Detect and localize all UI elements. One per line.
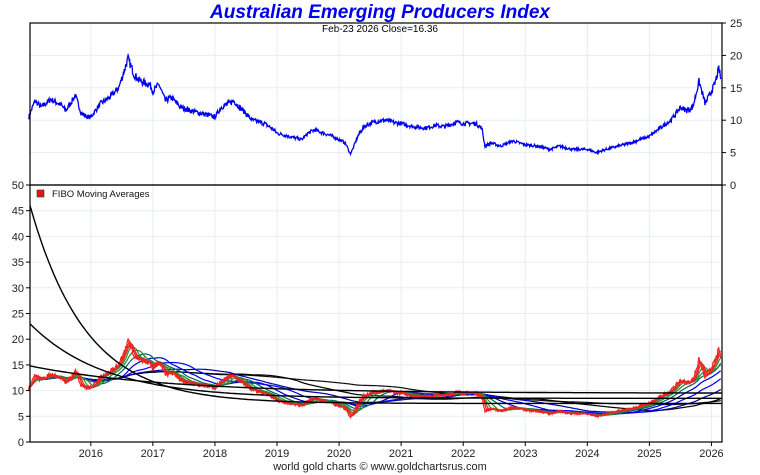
x-ticks: 2016 2017 2018 2019 2020 2021 2022 2023 2024 2025… (79, 442, 724, 460)
x-tick-label: 2024 (575, 448, 599, 460)
index-price-line (28, 52, 722, 157)
y-tick-label: 25 (12, 309, 24, 321)
moving-average-144w (28, 371, 721, 412)
legend-swatch (36, 189, 45, 198)
y-tick-label: 40 (12, 231, 24, 243)
y-tick-label: 50 (12, 180, 24, 192)
x-tick-label: 2017 (141, 448, 165, 460)
top-y-ticks: 0 5 10 15 20 25 (722, 18, 742, 192)
price-line-bottom (28, 337, 722, 419)
bottom-y-ticks: 0 5 10 15 20 25 30 35 40 45 50 (12, 180, 30, 449)
top-panel-frame (29, 22, 723, 186)
y-tick-label: 20 (730, 50, 742, 62)
top-series (28, 52, 722, 157)
x-tick-label: 2019 (265, 448, 289, 460)
bottom-series (28, 205, 722, 419)
y-tick-label: 25 (730, 18, 742, 30)
moving-average-21w (28, 353, 722, 416)
y-tick-label: 15 (12, 360, 24, 372)
y-tick-label: 5 (730, 148, 736, 160)
y-tick-label: 10 (730, 115, 742, 127)
x-tick-label: 2022 (451, 448, 475, 460)
long-moving-average (29, 205, 722, 405)
moving-average-233w (28, 371, 721, 406)
chart-subtitle: Feb-23 2026 Close=16.36 (322, 24, 438, 35)
x-tick-label: 2021 (389, 448, 413, 460)
y-tick-label: 15 (730, 83, 742, 95)
y-tick-label: 45 (12, 206, 24, 218)
x-tick-label: 2026 (699, 448, 723, 460)
footer-credit: world gold charts © www.goldchartsrus.co… (273, 461, 487, 473)
y-tick-label: 30 (12, 283, 24, 295)
y-tick-label: 35 (12, 257, 24, 269)
y-tick-label: 5 (18, 411, 24, 423)
legend-label: FIBO Moving Averages (52, 189, 150, 200)
y-tick-label: 10 (12, 386, 24, 398)
long-moving-average (29, 365, 722, 394)
chart-title: Australian Emerging Producers Index (210, 2, 550, 23)
legend: FIBO Moving Averages (36, 189, 150, 200)
x-tick-label: 2016 (79, 448, 103, 460)
x-tick-label: 2020 (327, 448, 351, 460)
moving-average-8w (28, 346, 722, 417)
x-tick-label: 2025 (637, 448, 661, 460)
x-tick-label: 2018 (203, 448, 227, 460)
y-tick-label: 20 (12, 334, 24, 346)
x-tick-label: 2023 (513, 448, 537, 460)
long-moving-average (29, 323, 722, 399)
moving-average-13w (28, 349, 722, 416)
y-tick-label: 0 (730, 180, 736, 192)
moving-average-55w (28, 361, 722, 415)
top-grid (30, 22, 722, 186)
y-tick-label: 0 (18, 437, 24, 449)
